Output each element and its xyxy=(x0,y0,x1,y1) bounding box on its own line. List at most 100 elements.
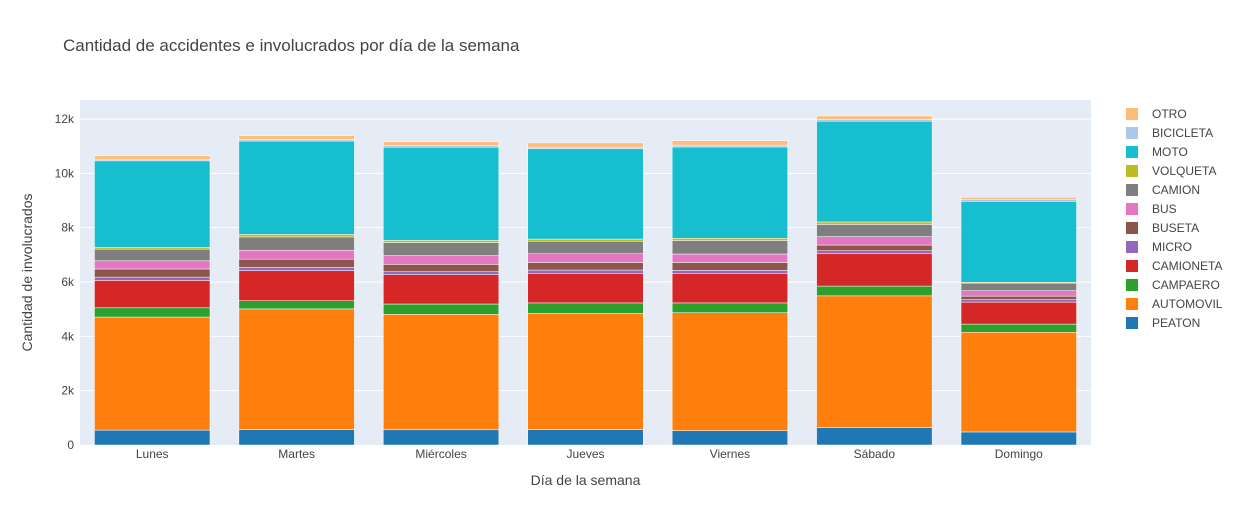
legend-item[interactable]: BICICLETA xyxy=(1126,126,1213,140)
bar-segment xyxy=(960,332,1077,433)
bar-stack xyxy=(238,135,355,446)
bar-segment xyxy=(94,248,211,262)
bar-segment xyxy=(671,253,788,263)
bar-segment xyxy=(671,302,788,313)
legend-item[interactable]: CAMION xyxy=(1126,183,1200,197)
bar-segment xyxy=(527,262,644,271)
legend-label: CAMION xyxy=(1152,183,1200,197)
bar-stack xyxy=(816,115,933,446)
bar-segment xyxy=(94,260,211,270)
x-tick-label: Viernes xyxy=(710,447,750,461)
legend-label: BUSETA xyxy=(1152,221,1199,235)
bar-segment xyxy=(238,236,355,251)
y-tick-label: 0 xyxy=(67,438,74,452)
y-tick-label: 8k xyxy=(61,221,75,235)
bar-segment xyxy=(383,240,500,243)
bar-segment xyxy=(671,240,788,255)
bar-segment xyxy=(960,295,1077,300)
bar-segment xyxy=(816,120,933,223)
legend-label: OTRO xyxy=(1152,107,1187,121)
legend-item[interactable]: VOLQUETA xyxy=(1126,164,1216,178)
bar-segment xyxy=(383,141,500,146)
bar-segment xyxy=(238,300,355,310)
bar-segment xyxy=(383,242,500,256)
legend-swatch xyxy=(1126,127,1138,139)
legend-label: AUTOMOVIL xyxy=(1152,297,1223,311)
x-tick-label: Sábado xyxy=(854,447,896,461)
bar-segment xyxy=(94,155,211,160)
legend-item[interactable]: BUS xyxy=(1126,202,1177,216)
bar-segment xyxy=(383,303,500,315)
bar-segment xyxy=(671,144,788,148)
bar-stack xyxy=(383,141,500,446)
bar-segment xyxy=(816,236,933,246)
bar-segment xyxy=(527,148,644,240)
legend-item[interactable]: MICRO xyxy=(1126,240,1192,254)
bar-segment xyxy=(383,255,500,265)
bar-segment xyxy=(238,429,355,446)
bar-segment xyxy=(960,282,1077,291)
bar-stack xyxy=(527,142,644,446)
bar-segment xyxy=(960,197,1077,200)
bar-segment xyxy=(94,429,211,446)
bar-segment xyxy=(527,269,644,274)
legend-swatch xyxy=(1126,108,1138,120)
legend-swatch xyxy=(1126,317,1138,329)
bar-segment xyxy=(238,249,355,260)
bars xyxy=(94,115,1077,446)
legend-label: BUS xyxy=(1152,202,1177,216)
bar-segment xyxy=(816,115,933,120)
legend-item[interactable]: AUTOMOVIL xyxy=(1126,297,1223,311)
bar-segment xyxy=(960,323,1077,333)
legend-swatch xyxy=(1126,165,1138,177)
legend-label: MICRO xyxy=(1152,240,1192,254)
legend-item[interactable]: OTRO xyxy=(1126,107,1187,121)
bar-segment xyxy=(383,147,500,241)
legend-swatch xyxy=(1126,146,1138,158)
bar-stack xyxy=(960,197,1077,446)
x-axis-title: Día de la semana xyxy=(531,472,641,488)
bar-segment xyxy=(960,299,1077,303)
legend: OTRO BICICLETA MOTO VOLQUETA CAMION BUS BUSETA… xyxy=(1126,107,1223,330)
legend-swatch xyxy=(1126,279,1138,291)
legend-item[interactable]: PEATON xyxy=(1126,316,1200,330)
legend-item[interactable]: CAMIONETA xyxy=(1126,259,1222,273)
bar-segment xyxy=(960,301,1077,325)
bar-segment xyxy=(527,273,644,304)
y-tick-label: 10k xyxy=(55,166,75,180)
legend-item[interactable]: MOTO xyxy=(1126,145,1188,159)
bar-segment xyxy=(816,285,933,297)
legend-item[interactable]: CAMPAERO xyxy=(1126,278,1220,292)
bar-segment xyxy=(94,307,211,318)
bar-segment xyxy=(238,308,355,430)
x-tick-label: Martes xyxy=(278,447,315,461)
bar-segment xyxy=(960,431,1077,446)
bar-segment xyxy=(94,268,211,278)
bar-segment xyxy=(94,316,211,431)
bar-segment xyxy=(238,140,355,235)
legend-swatch xyxy=(1126,184,1138,196)
legend-swatch xyxy=(1126,260,1138,272)
bar-segment xyxy=(527,238,644,242)
x-tick-label: Lunes xyxy=(136,447,169,461)
bar-segment xyxy=(94,276,211,281)
bar-segment xyxy=(671,262,788,271)
bar-segment xyxy=(238,270,355,302)
y-axis-ticks: 0 2k 4k 6k 8k 10k 12k xyxy=(55,112,75,452)
bar-segment xyxy=(527,253,644,263)
bar-segment xyxy=(383,429,500,446)
legend-swatch xyxy=(1126,298,1138,310)
bar-segment xyxy=(671,140,788,146)
legend-swatch xyxy=(1126,241,1138,253)
bar-segment xyxy=(527,429,644,446)
bar-segment xyxy=(816,295,933,428)
bar-segment xyxy=(816,253,933,287)
bar-segment xyxy=(816,250,933,255)
legend-swatch xyxy=(1126,203,1138,215)
bar-segment xyxy=(527,313,644,430)
legend-item[interactable]: BUSETA xyxy=(1126,221,1199,235)
bar-segment xyxy=(383,314,500,431)
bar-segment xyxy=(527,302,644,314)
